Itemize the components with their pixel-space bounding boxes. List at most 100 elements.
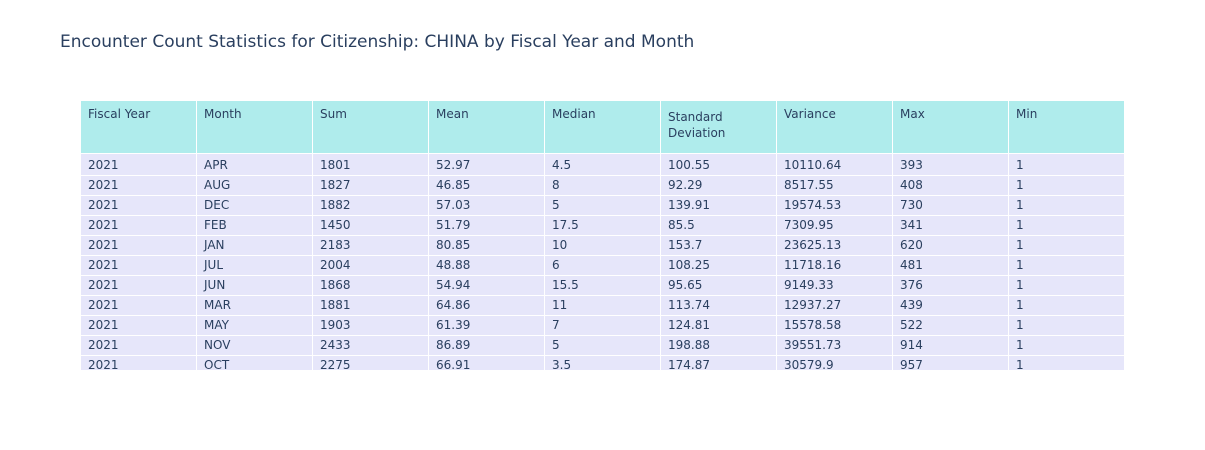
cell-month: MAR	[196, 295, 313, 316]
cell-sum: 1868	[312, 275, 429, 296]
cell-median: 10	[544, 235, 661, 256]
cell-month: JAN	[196, 235, 313, 256]
cell-fiscal-year: 2021	[80, 315, 197, 336]
cell-month: DEC	[196, 195, 313, 216]
cell-median: 3.5	[544, 355, 661, 370]
cell-standard-deviation: 139.91	[660, 195, 777, 216]
cell-min: 1	[1008, 175, 1125, 196]
cell-mean: 80.85	[428, 235, 545, 256]
cell-min: 1	[1008, 275, 1125, 296]
cell-month: JUL	[196, 255, 313, 276]
cell-standard-deviation: 124.81	[660, 315, 777, 336]
cell-variance: 15578.58	[776, 315, 893, 336]
cell-median: 5	[544, 335, 661, 356]
column-header-month: Month	[196, 100, 313, 154]
cell-standard-deviation: 95.65	[660, 275, 777, 296]
column-header-fiscal-year: Fiscal Year	[80, 100, 197, 154]
cell-sum: 1881	[312, 295, 429, 316]
cell-fiscal-year: 2021	[80, 275, 197, 296]
cell-variance: 10110.64	[776, 153, 893, 176]
column-header-sum: Sum	[312, 100, 429, 154]
cell-mean: 46.85	[428, 175, 545, 196]
cell-standard-deviation: 153.7	[660, 235, 777, 256]
stats-table-container[interactable]: Fiscal Year Month Sum Mean Median Standa…	[80, 100, 1125, 370]
table-row: 2021 MAY 1903 61.39 7 124.81 15578.58 522 1	[80, 315, 1125, 336]
stats-table: Fiscal Year Month Sum Mean Median Standa…	[80, 100, 1125, 370]
cell-mean: 66.91	[428, 355, 545, 370]
cell-sum: 1450	[312, 215, 429, 236]
cell-variance: 7309.95	[776, 215, 893, 236]
cell-variance: 11718.16	[776, 255, 893, 276]
cell-max: 376	[892, 275, 1009, 296]
cell-mean: 86.89	[428, 335, 545, 356]
cell-month: NOV	[196, 335, 313, 356]
cell-variance: 9149.33	[776, 275, 893, 296]
cell-min: 1	[1008, 355, 1125, 370]
cell-month: AUG	[196, 175, 313, 196]
column-header-max: Max	[892, 100, 1009, 154]
cell-fiscal-year: 2021	[80, 195, 197, 216]
cell-standard-deviation: 108.25	[660, 255, 777, 276]
cell-fiscal-year: 2021	[80, 335, 197, 356]
cell-max: 481	[892, 255, 1009, 276]
cell-fiscal-year: 2021	[80, 153, 197, 176]
cell-sum: 2275	[312, 355, 429, 370]
cell-standard-deviation: 198.88	[660, 335, 777, 356]
cell-sum: 1827	[312, 175, 429, 196]
cell-mean: 57.03	[428, 195, 545, 216]
cell-max: 522	[892, 315, 1009, 336]
cell-max: 957	[892, 355, 1009, 370]
cell-standard-deviation: 92.29	[660, 175, 777, 196]
cell-mean: 64.86	[428, 295, 545, 316]
cell-mean: 52.97	[428, 153, 545, 176]
chart-title: Encounter Count Statistics for Citizensh…	[60, 32, 695, 52]
cell-max: 620	[892, 235, 1009, 256]
cell-max: 393	[892, 153, 1009, 176]
cell-fiscal-year: 2021	[80, 235, 197, 256]
cell-sum: 2433	[312, 335, 429, 356]
table-row: 2021 AUG 1827 46.85 8 92.29 8517.55 408 1	[80, 175, 1125, 196]
cell-variance: 30579.9	[776, 355, 893, 370]
cell-variance: 39551.73	[776, 335, 893, 356]
cell-mean: 48.88	[428, 255, 545, 276]
table-row: 2021 JAN 2183 80.85 10 153.7 23625.13 620 1	[80, 235, 1125, 256]
cell-standard-deviation: 85.5	[660, 215, 777, 236]
cell-min: 1	[1008, 153, 1125, 176]
cell-median: 8	[544, 175, 661, 196]
cell-variance: 8517.55	[776, 175, 893, 196]
cell-median: 6	[544, 255, 661, 276]
cell-max: 914	[892, 335, 1009, 356]
cell-median: 4.5	[544, 153, 661, 176]
cell-mean: 61.39	[428, 315, 545, 336]
cell-median: 5	[544, 195, 661, 216]
cell-min: 1	[1008, 315, 1125, 336]
column-header-standard-deviation: Standard Deviation	[660, 100, 777, 154]
cell-sum: 2004	[312, 255, 429, 276]
table-row: 2021 OCT 2275 66.91 3.5 174.87 30579.9 957 1	[80, 355, 1125, 370]
cell-median: 17.5	[544, 215, 661, 236]
cell-fiscal-year: 2021	[80, 355, 197, 370]
cell-variance: 12937.27	[776, 295, 893, 316]
cell-month: APR	[196, 153, 313, 176]
cell-month: FEB	[196, 215, 313, 236]
table-row: 2021 DEC 1882 57.03 5 139.91 19574.53 730 1	[80, 195, 1125, 216]
cell-min: 1	[1008, 295, 1125, 316]
table-row: 2021 MAR 1881 64.86 11 113.74 12937.27 439 1	[80, 295, 1125, 316]
cell-sum: 1882	[312, 195, 429, 216]
cell-median: 15.5	[544, 275, 661, 296]
table-row: 2021 JUN 1868 54.94 15.5 95.65 9149.33 376 1	[80, 275, 1125, 296]
cell-min: 1	[1008, 235, 1125, 256]
cell-variance: 23625.13	[776, 235, 893, 256]
column-header-min: Min	[1008, 100, 1125, 154]
cell-min: 1	[1008, 335, 1125, 356]
table-row: 2021 APR 1801 52.97 4.5 100.55 10110.64 393 1	[80, 153, 1125, 176]
cell-sum: 1801	[312, 153, 429, 176]
cell-mean: 51.79	[428, 215, 545, 236]
column-header-mean: Mean	[428, 100, 545, 154]
cell-month: JUN	[196, 275, 313, 296]
table-row: 2021 FEB 1450 51.79 17.5 85.5 7309.95 341 1	[80, 215, 1125, 236]
cell-month: OCT	[196, 355, 313, 370]
table-header-row: Fiscal Year Month Sum Mean Median Standa…	[80, 100, 1125, 154]
cell-min: 1	[1008, 215, 1125, 236]
cell-max: 341	[892, 215, 1009, 236]
